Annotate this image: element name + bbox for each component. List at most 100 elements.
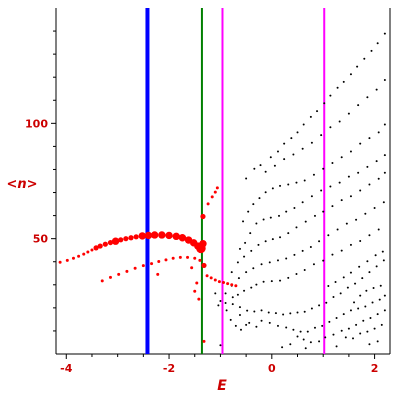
data-point (310, 141, 313, 144)
data-point (358, 265, 361, 268)
data-point (327, 234, 330, 237)
data-point (289, 343, 292, 346)
data-point (381, 250, 384, 253)
data-point (302, 123, 305, 126)
data-point (323, 102, 326, 105)
data-point (336, 228, 339, 231)
data-point (224, 302, 227, 305)
data-point (377, 131, 380, 134)
data-point (309, 341, 312, 344)
highlighted-point (215, 186, 219, 190)
data-point (339, 292, 342, 295)
x-tick-label: -2 (163, 362, 175, 375)
data-point (383, 78, 386, 81)
data-point (289, 312, 292, 315)
data-point (302, 338, 305, 341)
data-point (245, 177, 248, 180)
y-tick-label: 50 (33, 233, 49, 246)
data-point (262, 280, 265, 283)
data-point (290, 137, 293, 140)
ticks-layer: -4 -2 0 2 50 100 (25, 30, 379, 375)
data-point (331, 253, 334, 256)
highlighted-point (171, 256, 175, 260)
highlighted-point (125, 269, 129, 273)
highlighted-point (150, 231, 159, 239)
data-point (344, 336, 347, 339)
data-point (268, 321, 271, 324)
data-point (366, 165, 369, 168)
data-point (371, 301, 374, 304)
highlighted-point (65, 258, 69, 262)
data-point (356, 65, 359, 68)
data-point (293, 253, 296, 256)
data-point (264, 240, 267, 243)
data-point (243, 289, 246, 292)
highlighted-point (150, 262, 154, 266)
data-point (238, 314, 241, 317)
data-point (355, 323, 358, 326)
data-point (281, 346, 284, 349)
data-point (340, 249, 343, 252)
data-point (313, 214, 316, 217)
data-point (304, 220, 307, 223)
data-point (349, 150, 352, 153)
highlighted-point (165, 231, 173, 240)
highlighted-point (117, 272, 121, 276)
data-point (283, 158, 286, 161)
data-point (248, 321, 251, 324)
data-point (279, 236, 282, 239)
data-point (368, 234, 371, 237)
data-point (243, 255, 246, 258)
highlighted-point (199, 240, 207, 248)
data-point (321, 324, 324, 327)
data-point (310, 307, 313, 310)
data-point (267, 311, 270, 314)
data-point (365, 289, 368, 292)
highlighted-point (201, 262, 207, 269)
data-point (296, 311, 299, 314)
data-point (329, 126, 332, 129)
data-point (352, 337, 355, 340)
data-point (320, 134, 323, 137)
data-point (287, 183, 290, 186)
highlighted-point (157, 260, 161, 264)
data-point (303, 310, 306, 313)
highlighted-point (118, 237, 124, 243)
highlighted-point (82, 252, 86, 256)
data-point (362, 319, 365, 322)
x-axis-label: E (217, 378, 227, 394)
highlighted-point (209, 276, 213, 280)
highlighted-point (197, 297, 201, 301)
data-point (342, 313, 345, 316)
data-point (366, 96, 369, 99)
data-point (260, 319, 263, 322)
data-point (217, 304, 220, 307)
highlighted-point (58, 260, 62, 264)
data-point (237, 277, 240, 280)
data-point (364, 212, 367, 215)
x-tick-label: 2 (371, 362, 379, 375)
data-point (383, 309, 386, 312)
highlighted-point (213, 190, 217, 194)
data-point (292, 328, 295, 331)
data-point (380, 323, 383, 326)
data-point (357, 171, 360, 174)
data-point (245, 271, 248, 274)
data-point (374, 254, 377, 257)
data-point (383, 294, 386, 297)
data-point (334, 281, 337, 284)
data-point (276, 324, 279, 327)
highlighted-point (226, 282, 230, 286)
data-point (364, 305, 367, 308)
highlighted-point (108, 275, 112, 279)
highlighted-point (206, 202, 210, 206)
data-point (332, 333, 335, 336)
highlighted-point (90, 248, 94, 252)
highlighted-point (230, 283, 234, 287)
data-point (255, 283, 258, 286)
data-point (376, 340, 379, 343)
data-point (335, 345, 338, 348)
data-point (238, 247, 241, 250)
data-point (301, 249, 304, 252)
